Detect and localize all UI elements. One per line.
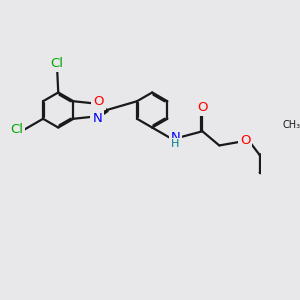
Text: CH₃: CH₃ [282, 120, 300, 130]
Text: O: O [197, 101, 208, 114]
Text: N: N [171, 131, 180, 144]
Text: Cl: Cl [10, 123, 23, 136]
Text: O: O [93, 95, 104, 108]
Text: O: O [240, 134, 250, 147]
Text: H: H [171, 139, 180, 149]
Text: Cl: Cl [51, 57, 64, 70]
Text: N: N [92, 112, 102, 125]
